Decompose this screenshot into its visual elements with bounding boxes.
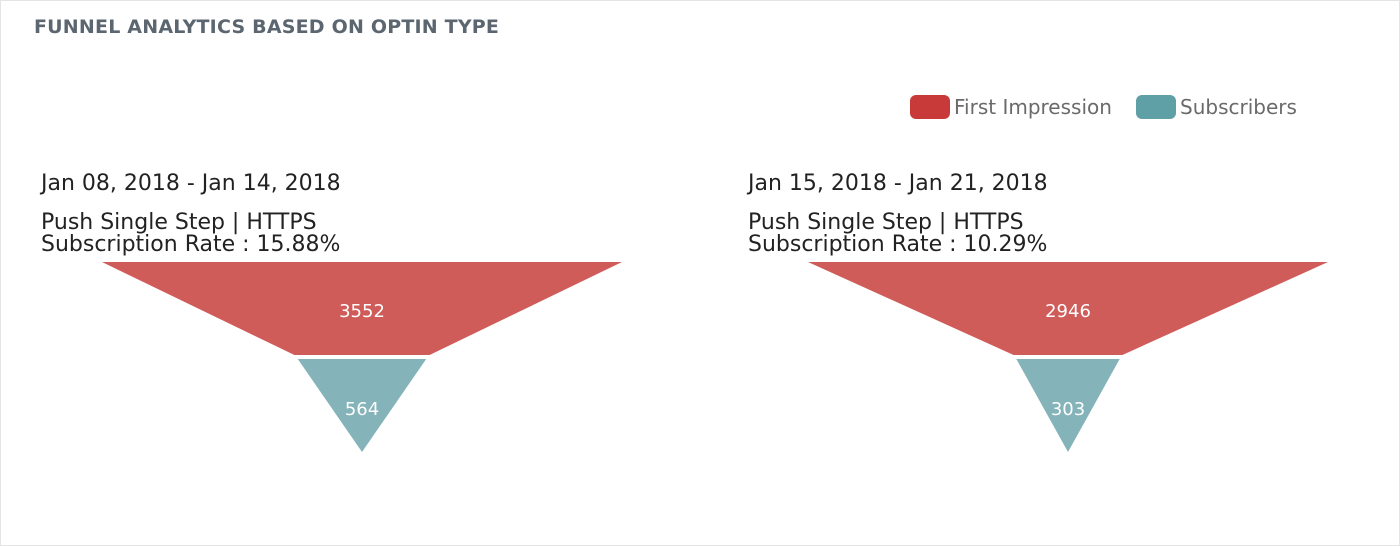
legend-item-first-impression[interactable]: First Impression [910,93,1112,121]
funnel-2-segment-subscribers[interactable] [1016,359,1120,452]
funnel-2-value-first-impression: 2946 [1045,301,1091,322]
funnel-1-value-subscribers: 564 [345,399,379,420]
funnel-1-optin-type: Push Single Step | HTTPS [41,210,317,235]
funnel-1-segment-subscribers[interactable] [297,359,427,452]
funnel-1-segment-first-impression[interactable] [102,262,622,355]
funnel-2-date-range: Jan 15, 2018 - Jan 21, 2018 [748,171,1048,196]
funnel-1-value-first-impression: 3552 [339,301,385,322]
funnel-2-optin-type: Push Single Step | HTTPS [748,210,1024,235]
funnel-2-segment-first-impression[interactable] [808,262,1328,355]
legend-swatch-first-impression [910,95,950,119]
chart-title: FUNNEL ANALYTICS BASED ON OPTIN TYPE [34,16,500,38]
funnel-1-date-range: Jan 08, 2018 - Jan 14, 2018 [41,171,341,196]
funnel-2-value-subscribers: 303 [1051,399,1085,420]
funnel-1-subscription-rate: Subscription Rate : 15.88% [41,232,341,257]
funnel-2-subscription-rate: Subscription Rate : 10.29% [748,232,1048,257]
legend-item-subscribers[interactable]: Subscribers [1136,93,1297,121]
legend-label-first-impression: First Impression [954,95,1112,119]
legend-swatch-subscribers [1136,95,1176,119]
legend-label-subscribers: Subscribers [1180,95,1297,119]
